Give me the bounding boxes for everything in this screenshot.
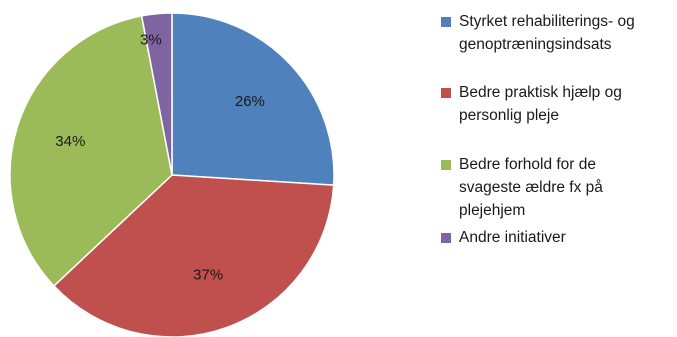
legend-swatch — [441, 233, 451, 243]
slice-data-label: 34% — [55, 133, 85, 150]
legend-label-line: Bedre praktisk hjælp og — [459, 84, 622, 101]
legend-item-weakest-elderly: Bedre forhold for de svageste ældre fx p… — [441, 153, 673, 222]
legend-label-line: Bedre forhold for de — [459, 156, 597, 173]
chart-legend: Styrket rehabiliterings- og genoptræning… — [441, 10, 673, 274]
legend-label-line: genoptræningsindsats — [459, 36, 612, 53]
legend-label-line: plejehjem — [459, 202, 526, 219]
legend-item-practical-help: Bedre praktisk hjælp og personlig pleje — [441, 81, 673, 127]
slice-data-label: 26% — [235, 93, 265, 110]
pie-slice — [140, 12, 173, 176]
legend-label-line: personlig pleje — [459, 107, 559, 124]
pie-slice — [52, 174, 335, 337]
legend-label-line: svageste ældre fx på — [459, 179, 603, 196]
legend-swatch — [441, 160, 451, 170]
legend-swatch — [441, 88, 451, 98]
legend-label-line: Styrket rehabiliterings- og — [459, 13, 635, 30]
pie-slice — [171, 12, 335, 186]
legend-label-line: Andre initiativer — [459, 229, 566, 246]
legend-item-other-initiatives: Andre initiativer — [441, 226, 673, 249]
legend-swatch — [441, 17, 451, 27]
pie-slice — [9, 14, 173, 287]
legend-item-rehabilitation: Styrket rehabiliterings- og genoptræning… — [441, 10, 673, 56]
slice-data-label: 37% — [193, 267, 223, 284]
slice-data-label: 3% — [140, 31, 162, 48]
